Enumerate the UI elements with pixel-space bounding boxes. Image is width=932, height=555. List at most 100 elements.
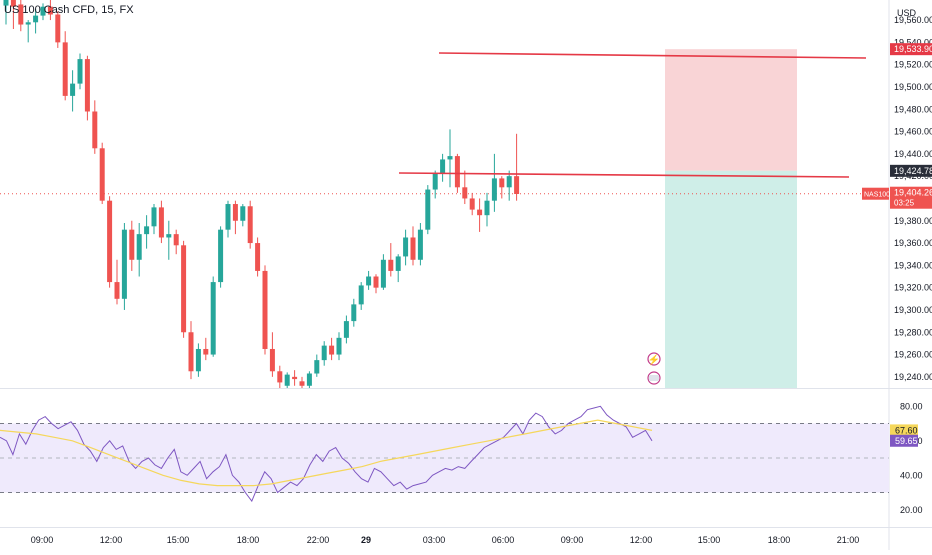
mid-line-price: 19,424.78 (894, 166, 932, 176)
candle-body (210, 282, 216, 355)
candle-body (18, 4, 24, 25)
rsi-tick-label: 80.00 (900, 401, 923, 411)
candle-body (247, 206, 253, 244)
upper-line-price-tag (890, 43, 932, 56)
candle-body (166, 234, 172, 238)
candle-body (218, 229, 224, 283)
candle-body (395, 256, 401, 271)
stop-loss-zone[interactable] (665, 49, 797, 171)
candle-body (240, 206, 246, 221)
price-tick-label: 19,460.00 (894, 127, 932, 137)
candle-body (321, 345, 327, 361)
candle-body (380, 259, 386, 288)
candle-body (417, 229, 423, 260)
take-profit-zone[interactable] (665, 170, 797, 388)
candle-body (454, 156, 460, 188)
candle-body (232, 204, 238, 221)
candle-body (188, 332, 194, 372)
candle-body (306, 373, 312, 386)
price-tick-label: 19,320.00 (894, 283, 932, 293)
price-tick-label: 19,300.00 (894, 305, 932, 315)
rsi-line[interactable] (0, 405, 653, 503)
current-price: 19,404.26 (894, 188, 932, 198)
candle-body (432, 173, 438, 190)
bar-countdown: 03:25 (894, 199, 915, 208)
candle-body (329, 345, 335, 355)
candle-body (366, 276, 372, 286)
candle-body (10, 0, 16, 7)
price-tick-label: 19,280.00 (894, 327, 932, 337)
candle-body (388, 259, 394, 271)
time-tick-label: 12:00 (630, 535, 653, 545)
lightning-icon[interactable] (647, 352, 661, 366)
candle-body (173, 234, 179, 246)
candle-body (462, 187, 468, 199)
candle-body (269, 348, 275, 372)
symbol-name: NAS100 (864, 192, 890, 199)
mid-line-price-tag (890, 164, 932, 177)
candle-body (40, 6, 46, 16)
rsi-ma-tag (890, 424, 918, 437)
candle-body (499, 178, 505, 188)
candle-body (514, 176, 520, 194)
candle-body (92, 111, 98, 149)
resistance-line-upper[interactable] (438, 52, 867, 59)
us-flag-glyph (649, 375, 659, 381)
symbol-tag (862, 187, 889, 200)
rsi-value: 59.65 (895, 436, 918, 446)
rsi-tick-label: 40.00 (900, 470, 923, 480)
resistance-line-mid[interactable] (398, 172, 850, 178)
candle-body (373, 276, 379, 288)
time-tick-label: 15:00 (167, 535, 190, 545)
candle-body (262, 270, 268, 349)
time-tick-label: 03:00 (423, 535, 446, 545)
symbol-header[interactable]: US 100 Cash CFD, 15, FX (4, 4, 134, 16)
current-price-tag (890, 186, 932, 209)
price-tick-label: 19,340.00 (894, 260, 932, 270)
rsi-ma-value: 67.60 (895, 425, 918, 435)
candle-body (181, 245, 187, 333)
candle-body (440, 159, 446, 174)
time-tick-label: 09:00 (31, 535, 54, 545)
candle-body (292, 376, 298, 380)
candle-body (136, 234, 142, 260)
candle-body (25, 22, 31, 25)
lightning-glyph: ⚡ (648, 353, 660, 366)
time-tick-label: 18:00 (768, 535, 791, 545)
price-tick-label: 19,440.00 (894, 149, 932, 159)
rsi-tick-label: 20.00 (900, 505, 923, 515)
price-tick-label: 19,380.00 (894, 216, 932, 226)
candle-body (55, 14, 61, 43)
time-tick-label: 09:00 (561, 535, 584, 545)
candle-body (33, 15, 39, 23)
candle-body (491, 178, 497, 201)
candle-body (84, 59, 90, 112)
candle-body (447, 156, 453, 160)
candle-body (195, 348, 201, 372)
candle-body (70, 83, 76, 96)
time-tick-label: 22:00 (307, 535, 330, 545)
candle-body (477, 209, 483, 216)
rsi-moving-average[interactable] (0, 419, 653, 487)
candle-body (225, 204, 231, 230)
rsi-value-tag (890, 434, 918, 447)
candle-body (107, 200, 113, 283)
price-tick-label: 19,480.00 (894, 104, 932, 114)
candle-body (410, 237, 416, 260)
candle-body (121, 229, 127, 299)
candle-body (129, 229, 135, 260)
candle-body (358, 285, 364, 305)
price-tick-label: 19,540.00 (894, 37, 932, 47)
time-tick-label: 15:00 (698, 535, 721, 545)
price-tick-label: 19,240.00 (894, 372, 932, 382)
time-tick-label: 18:00 (237, 535, 260, 545)
candle-body (484, 200, 490, 216)
candle-body (314, 360, 320, 374)
candle-body (3, 0, 9, 6)
candle-body (425, 189, 431, 230)
time-tick-label: 21:00 (837, 535, 860, 545)
candle-body (203, 348, 209, 355)
candle-body (277, 371, 283, 383)
candle-body (506, 176, 512, 188)
